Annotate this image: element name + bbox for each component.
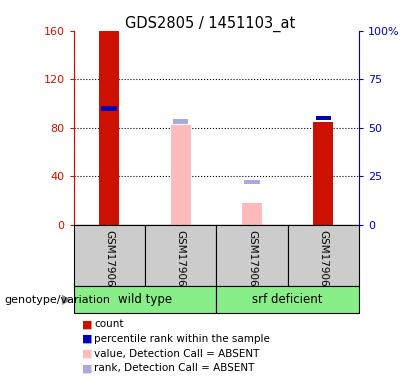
Text: srf deficient: srf deficient: [252, 293, 323, 306]
Bar: [74, 225, 145, 286]
Bar: [244, 180, 260, 184]
Bar: [288, 225, 359, 286]
Bar: [171, 125, 191, 225]
Bar: [313, 122, 333, 225]
Bar: [216, 286, 359, 313]
Text: rank, Detection Call = ABSENT: rank, Detection Call = ABSENT: [94, 363, 255, 373]
Text: GDS2805 / 1451103_at: GDS2805 / 1451103_at: [125, 16, 295, 32]
Text: genotype/variation: genotype/variation: [4, 295, 110, 305]
Text: GSM179067: GSM179067: [318, 230, 328, 293]
Bar: [101, 106, 117, 111]
Bar: [315, 116, 331, 121]
Polygon shape: [62, 295, 71, 305]
Bar: [99, 31, 119, 225]
Text: ■: ■: [82, 349, 92, 359]
Text: count: count: [94, 319, 124, 329]
Text: ■: ■: [82, 334, 92, 344]
Text: ■: ■: [82, 319, 92, 329]
Text: value, Detection Call = ABSENT: value, Detection Call = ABSENT: [94, 349, 260, 359]
Bar: [216, 225, 288, 286]
Bar: [242, 203, 262, 225]
Text: GSM179065: GSM179065: [247, 230, 257, 293]
Text: percentile rank within the sample: percentile rank within the sample: [94, 334, 270, 344]
Text: GSM179066: GSM179066: [176, 230, 186, 293]
Bar: [74, 286, 216, 313]
Text: GSM179064: GSM179064: [104, 230, 114, 293]
Bar: [173, 119, 189, 124]
Text: wild type: wild type: [118, 293, 172, 306]
Bar: [145, 225, 216, 286]
Text: ■: ■: [82, 363, 92, 373]
